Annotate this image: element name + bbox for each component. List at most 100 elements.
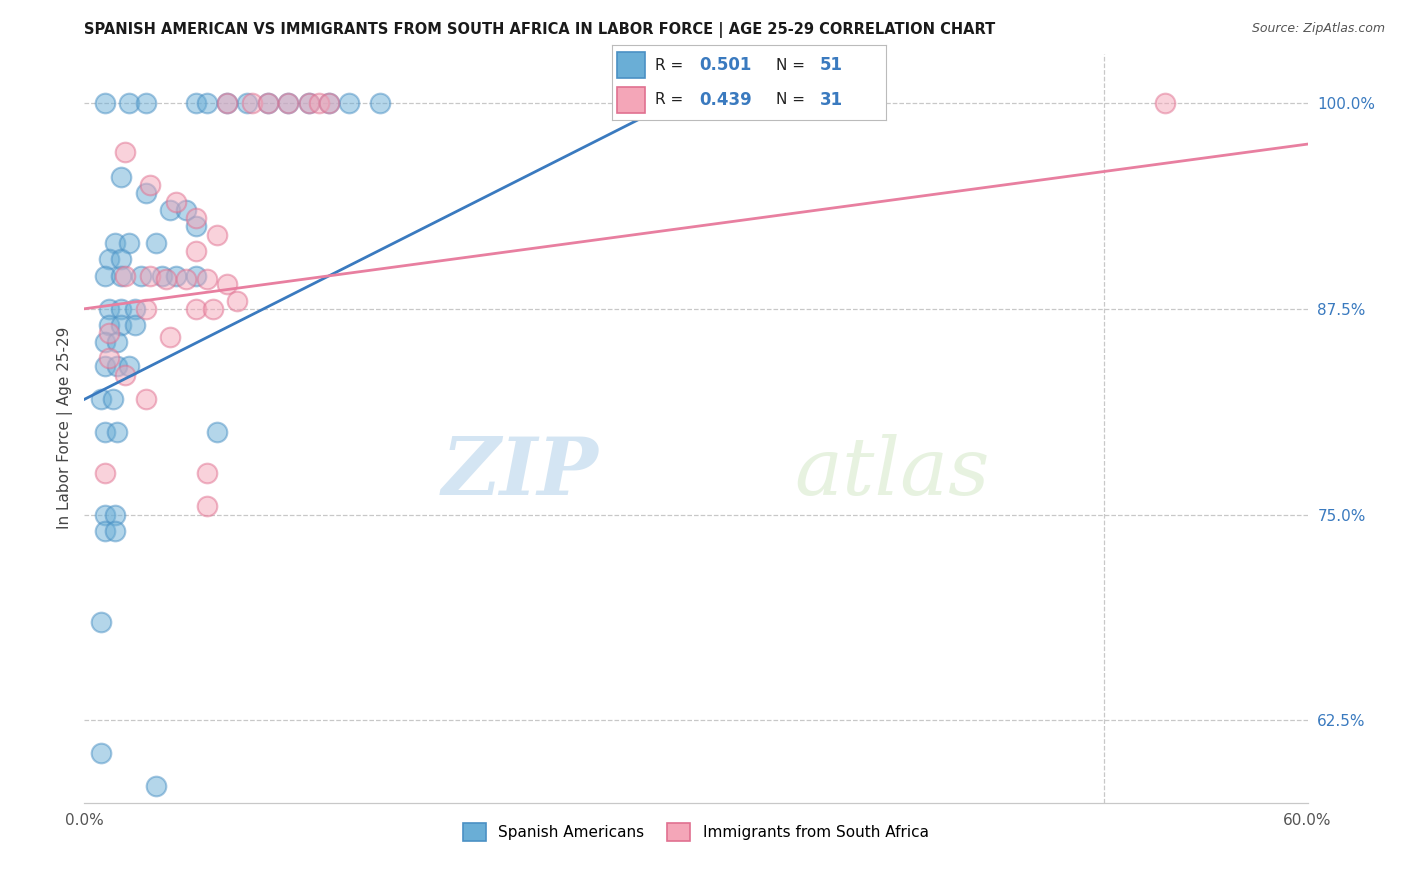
Point (186, 95, 208, 110)
Point (97, 326, 120, 341)
Point (110, 169, 132, 184)
Point (195, 467, 218, 481)
Text: 0.501: 0.501 (699, 56, 752, 74)
Point (93, 467, 115, 481)
Point (318, 95, 340, 110)
Point (97, 318, 120, 333)
Point (93, 508, 115, 522)
Point (124, 301, 146, 316)
Point (186, 244, 208, 259)
Point (257, 95, 280, 110)
Point (93, 425, 115, 440)
Point (118, 95, 141, 110)
Point (138, 178, 160, 193)
Point (339, 95, 361, 110)
Point (205, 227, 228, 242)
Point (205, 425, 228, 440)
Point (105, 425, 128, 440)
Text: N =: N = (776, 58, 810, 72)
Point (90, 747, 112, 761)
Point (165, 268, 187, 283)
Text: atlas: atlas (794, 434, 990, 512)
Point (93, 95, 115, 110)
Point (97, 301, 120, 316)
Point (298, 95, 321, 110)
Point (174, 202, 197, 217)
Point (97, 351, 120, 366)
Point (195, 500, 218, 514)
Point (105, 334, 128, 349)
Y-axis label: In Labor Force | Age 25-29: In Labor Force | Age 25-29 (58, 327, 73, 529)
Bar (617, 52, 644, 78)
Point (174, 272, 197, 286)
Point (145, 780, 167, 794)
Point (110, 318, 132, 333)
Point (104, 524, 127, 538)
Point (226, 293, 249, 308)
Point (105, 359, 128, 374)
Point (186, 301, 208, 316)
Point (1154, 95, 1177, 110)
Text: N =: N = (776, 93, 810, 107)
Point (217, 95, 239, 110)
Point (93, 524, 115, 538)
Point (195, 95, 218, 110)
Point (368, 95, 391, 110)
Text: 51: 51 (820, 56, 844, 74)
Bar (617, 87, 644, 112)
Point (135, 186, 157, 201)
Point (114, 268, 136, 283)
Text: R =: R = (655, 58, 689, 72)
Point (93, 359, 115, 374)
Point (114, 145, 136, 160)
Point (135, 95, 157, 110)
Point (155, 272, 177, 286)
Point (159, 202, 181, 217)
Point (159, 330, 181, 344)
Point (114, 368, 136, 382)
Point (277, 95, 299, 110)
Point (308, 95, 330, 110)
Point (138, 268, 160, 283)
Point (104, 235, 127, 250)
Point (318, 95, 340, 110)
Point (131, 268, 153, 283)
Point (118, 359, 141, 374)
Text: R =: R = (655, 93, 689, 107)
Point (97, 252, 120, 267)
Legend: Spanish Americans, Immigrants from South Africa: Spanish Americans, Immigrants from South… (457, 817, 935, 847)
Point (217, 277, 239, 291)
Point (110, 252, 132, 267)
Point (201, 301, 224, 316)
Point (236, 95, 259, 110)
Point (118, 235, 141, 250)
Point (298, 95, 321, 110)
Point (145, 235, 167, 250)
Point (93, 268, 115, 283)
Point (186, 211, 208, 226)
Point (90, 615, 112, 629)
Point (195, 272, 218, 286)
Point (110, 301, 132, 316)
Text: 0.439: 0.439 (699, 91, 752, 109)
Text: ZIP: ZIP (441, 434, 598, 512)
Point (124, 318, 146, 333)
Point (257, 95, 280, 110)
Text: Source: ZipAtlas.com: Source: ZipAtlas.com (1251, 22, 1385, 36)
Point (240, 95, 263, 110)
Point (277, 95, 299, 110)
Point (110, 268, 132, 283)
Point (101, 392, 124, 407)
Point (150, 268, 173, 283)
Text: SPANISH AMERICAN VS IMMIGRANTS FROM SOUTH AFRICA IN LABOR FORCE | AGE 25-29 CORR: SPANISH AMERICAN VS IMMIGRANTS FROM SOUT… (84, 22, 995, 38)
Point (93, 334, 115, 349)
Point (90, 392, 112, 407)
Point (217, 95, 239, 110)
Point (135, 301, 157, 316)
Point (104, 508, 127, 522)
Point (135, 392, 157, 407)
Point (165, 194, 187, 209)
Text: 31: 31 (820, 91, 844, 109)
Point (186, 219, 208, 234)
Point (186, 268, 208, 283)
